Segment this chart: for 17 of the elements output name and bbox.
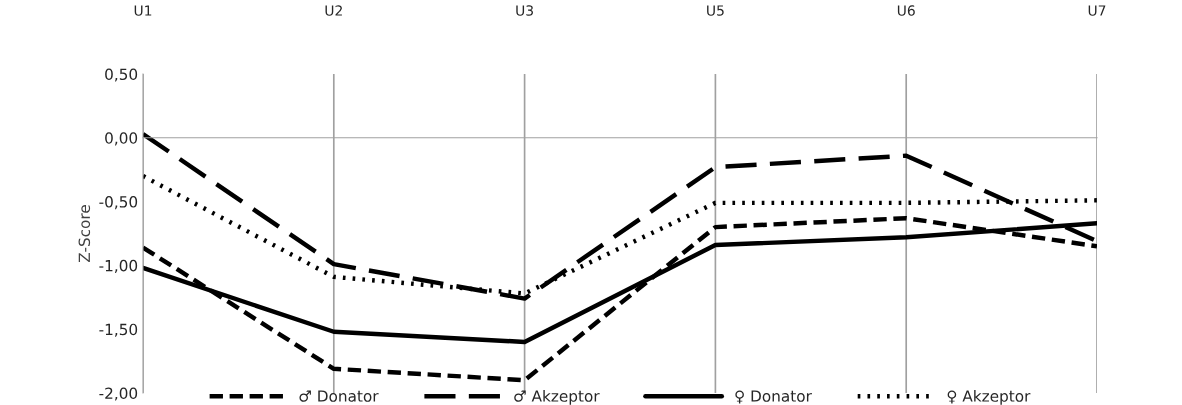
legend-label: ♀ Akzeptor	[947, 389, 1031, 405]
y-tick-label: -1,00	[99, 259, 138, 273]
x-tick-label: U7	[1088, 5, 1106, 16]
x-tick-label: U6	[897, 5, 915, 16]
x-tick-label: U3	[516, 5, 533, 16]
legend-label: ♂ Donator	[299, 390, 379, 402]
x-tick-label: U2	[325, 5, 342, 16]
y-tick-label: 0,50	[105, 68, 138, 82]
x-tick-label: U5	[707, 5, 724, 16]
y-tick-label: -1,50	[99, 323, 138, 337]
y-tick-label: -0,50	[99, 196, 138, 210]
legend-label: ♂ Akzeptor	[514, 389, 600, 405]
x-tick-label: U1	[134, 5, 152, 16]
y-tick-label: 0,00	[105, 132, 138, 146]
y-axis-title: Z-Score	[78, 205, 91, 263]
y-tick-label: -2,00	[99, 387, 138, 401]
legend-label: ♀ Donator	[735, 390, 812, 404]
